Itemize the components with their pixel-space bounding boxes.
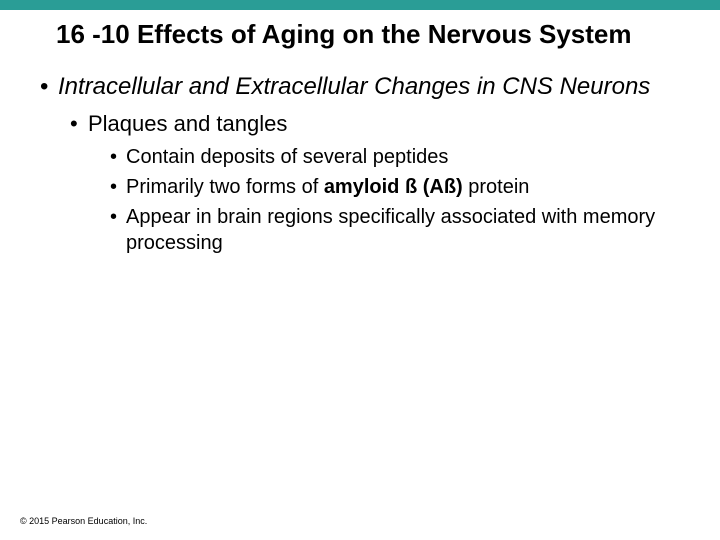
bullet-level1: Intracellular and Extracellular Changes … (38, 72, 686, 102)
bullet-level3: Appear in brain regions specifically ass… (108, 204, 686, 256)
slide-content: Intracellular and Extracellular Changes … (0, 50, 720, 257)
bullet-level2: Plaques and tangles (68, 110, 686, 139)
slide: 16 -10 Effects of Aging on the Nervous S… (0, 0, 720, 540)
slide-title: 16 -10 Effects of Aging on the Nervous S… (0, 10, 720, 50)
copyright-footer: © 2015 Pearson Education, Inc. (20, 516, 147, 526)
bullet-text: Primarily two forms of (126, 176, 324, 198)
bullet-bold-text: amyloid ß (Aß) (324, 176, 463, 198)
bullet-level3: Contain deposits of several peptides (108, 144, 686, 170)
bullet-text: protein (463, 176, 530, 198)
accent-bar (0, 0, 720, 10)
bullet-level3: Primarily two forms of amyloid ß (Aß) pr… (108, 174, 686, 200)
